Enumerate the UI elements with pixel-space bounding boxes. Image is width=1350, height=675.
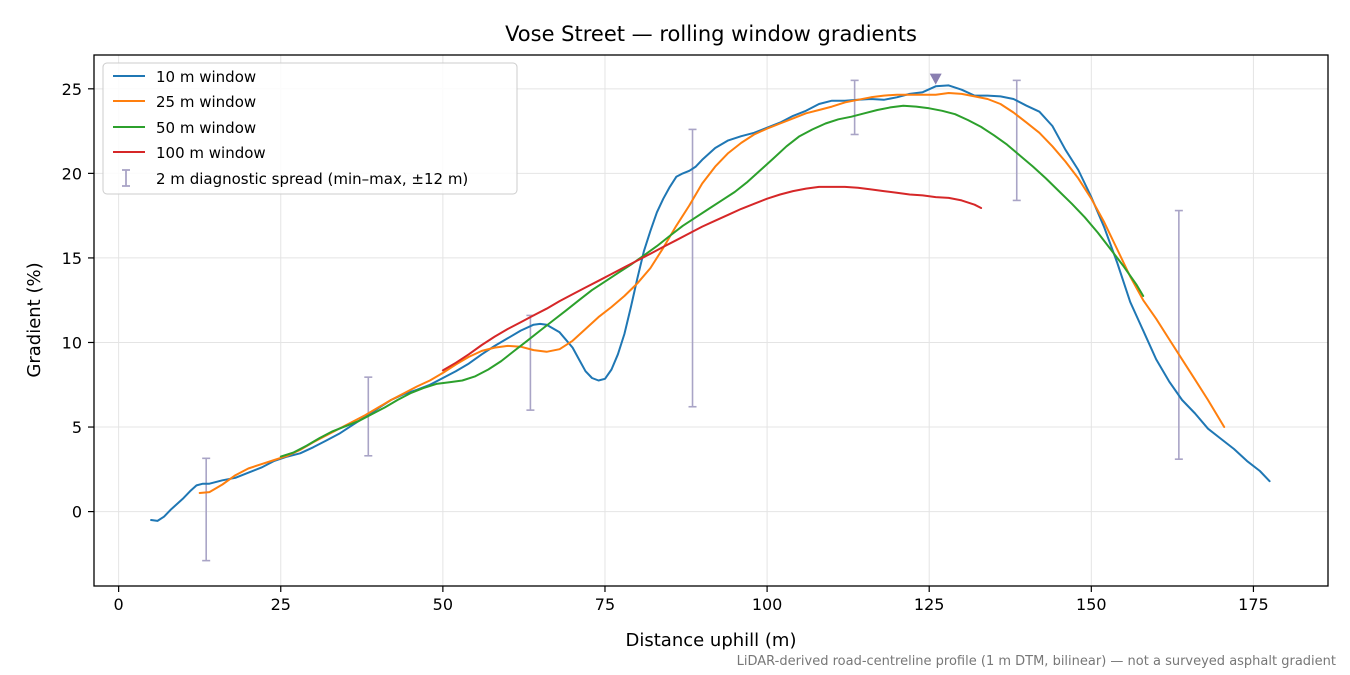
footnote: LiDAR-derived road-centreline profile (1… [737,654,1336,669]
y-axis-label: Gradient (%) [24,262,45,377]
x-axis-label: Distance uphill (m) [626,630,797,651]
diagnostic-error-bar [526,314,535,411]
peak-marker [929,73,942,85]
y-tick-label: 20 [62,164,82,183]
x-tick-label: 125 [914,595,945,614]
series-line-10m [150,84,1271,522]
legend-label-50m: 50 m window [156,119,256,137]
plot-frame [93,54,1329,587]
x-tick-label: 175 [1238,595,1269,614]
diagnostic-error-bar [850,79,859,136]
series-line-100m [441,185,983,372]
legend-label-25m: 25 m window [156,93,256,111]
y-tick-label: 0 [72,503,82,522]
chart-title: Vose Street — rolling window gradients [505,22,917,46]
y-tick-label: 10 [62,333,82,352]
diagnostic-error-bar [202,457,211,562]
x-tick-label: 100 [752,595,783,614]
y-tick-label: 5 [72,418,82,437]
series-line-50m [279,104,1145,458]
diagnostic-error-bar [688,128,697,408]
y-tick-label: 25 [62,80,82,99]
legend-label-10m: 10 m window [156,68,256,86]
series-line-25m [198,92,1226,494]
x-tick-label: 50 [433,595,453,614]
series-lines [150,84,1271,522]
legend-label-diagnostic: 2 m diagnostic spread (min–max, ±12 m) [156,170,468,188]
legend-label-100m: 100 m window [156,144,266,162]
diagnostic-error-bar [1174,209,1183,460]
axis-ticks: 0 25 50 75 100 125 150 175 0 5 10 15 20 25 [62,80,1269,614]
legend: 10 m window 25 m window 50 m window 100 … [102,62,518,195]
x-tick-label: 75 [595,595,615,614]
peak-triangle-marker [929,73,942,85]
y-tick-label: 15 [62,249,82,268]
x-tick-label: 150 [1076,595,1107,614]
legend-swatch-diagnostic [122,169,130,187]
x-tick-label: 25 [271,595,291,614]
x-tick-label: 0 [114,595,124,614]
